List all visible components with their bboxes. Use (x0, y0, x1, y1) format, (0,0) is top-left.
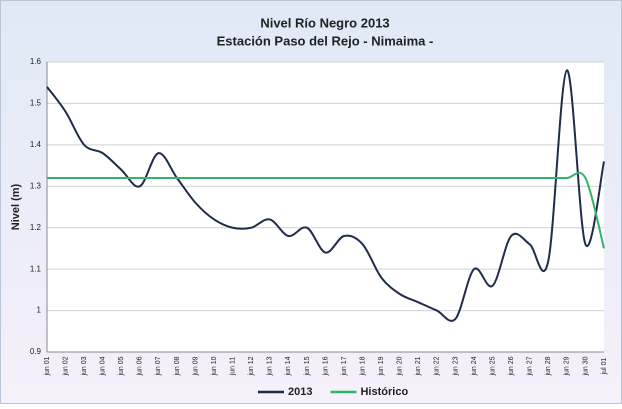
x-tick-label: jun 08 (174, 356, 181, 376)
x-tick-label: jun 02 (62, 356, 69, 376)
y-tick-label: 1.3 (30, 181, 42, 190)
x-tick-label: jun 22 (434, 356, 441, 376)
plot-area (47, 62, 604, 352)
x-tick-label: jun 10 (211, 356, 218, 376)
x-tick-label: jun 17 (341, 356, 348, 376)
x-tick-label: jun 05 (118, 356, 125, 376)
legend-label: 2013 (288, 386, 312, 398)
x-tick-label: jun 16 (322, 356, 329, 376)
x-tick-label: jun 04 (100, 356, 107, 376)
y-tick-label: 1.5 (30, 99, 42, 108)
x-tick-label: jun 01 (44, 356, 51, 376)
x-tick-label: jun 24 (471, 356, 478, 376)
x-tick-label: jun 11 (230, 357, 237, 377)
x-tick-label: jun 30 (582, 356, 589, 376)
x-tick-label: jun 23 (452, 356, 459, 376)
x-tick-label: jun 25 (489, 356, 496, 376)
x-tick-label: jun 29 (564, 356, 571, 376)
x-tick-label: jun 27 (527, 356, 534, 376)
x-tick-label: jun 18 (359, 356, 366, 376)
x-tick-label: jun 15 (304, 356, 311, 376)
series-line (46, 69, 605, 322)
x-tick-label: jun 09 (192, 356, 199, 376)
x-tick-label: jun 28 (545, 356, 552, 376)
x-tick-label: jun 07 (155, 356, 162, 376)
y-tick-label: 1.6 (30, 57, 42, 66)
x-tick-label: jun 20 (397, 356, 404, 376)
x-tick-label: jun 06 (137, 356, 144, 376)
x-tick-label: jun 19 (378, 356, 385, 376)
y-tick-label: 1 (37, 306, 42, 315)
y-axis-label: Nivel (m) (10, 183, 22, 230)
x-tick-label: jun 21 (415, 356, 422, 376)
chart-subtitle: Estación Paso del Rejo - Nimaima - (217, 33, 434, 48)
chart-title: Nivel Río Negro 2013 (260, 15, 389, 30)
x-tick-label: jun 26 (508, 356, 515, 376)
x-tick-label: jun 12 (248, 356, 255, 376)
x-tick-label: jun 03 (81, 356, 88, 376)
y-tick-label: 1.2 (30, 223, 42, 232)
x-tick-label: jul 01 (601, 358, 608, 376)
y-tick-label: 1.4 (30, 140, 42, 149)
y-tick-label: 1.1 (30, 264, 42, 273)
legend-label: Histórico (360, 386, 408, 398)
series-line (47, 171, 605, 249)
x-tick-label: jun 14 (285, 356, 292, 376)
x-tick-label: jun 13 (267, 356, 274, 376)
y-tick-label: 0.9 (30, 347, 42, 356)
